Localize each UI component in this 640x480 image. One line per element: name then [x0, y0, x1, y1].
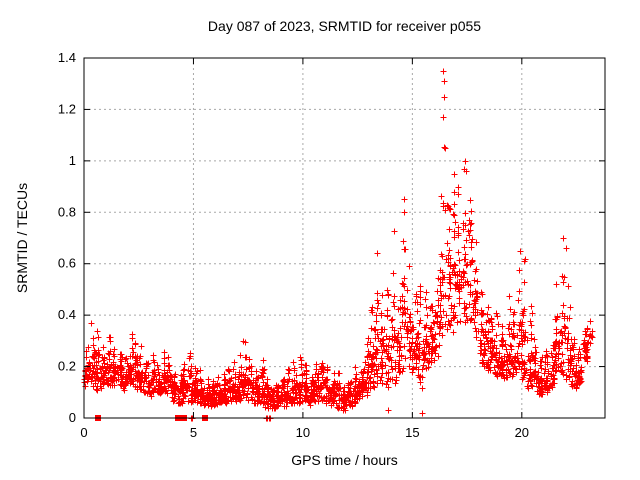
x-axis-label: GPS time / hours	[291, 452, 398, 468]
x-tick-label: 0	[80, 425, 87, 440]
y-tick-label: 0.6	[58, 256, 76, 271]
y-tick-label: 1.4	[58, 50, 76, 65]
y-tick-label: 1	[69, 153, 76, 168]
y-tick-label: 0.8	[58, 204, 76, 219]
scatter-points	[81, 68, 596, 422]
y-tick-label: 0	[69, 410, 76, 425]
chart-title: Day 087 of 2023, SRMTID for receiver p05…	[207, 18, 482, 34]
y-tick-label: 1.2	[58, 101, 76, 116]
plot-frame	[83, 57, 606, 419]
y-tick-label: 0.2	[58, 359, 76, 374]
x-tick-label: 10	[296, 425, 310, 440]
x-tick-label: 15	[405, 425, 419, 440]
y-tick-label: 0.4	[58, 307, 76, 322]
x-tick-label: 5	[190, 425, 197, 440]
x-tick-label: 20	[515, 425, 529, 440]
scatter-series	[81, 68, 596, 422]
tick-labels: 0 5 10 15 20 0 0.2 0.4 0.6 0.8 1 1.2 1.4	[58, 50, 529, 440]
